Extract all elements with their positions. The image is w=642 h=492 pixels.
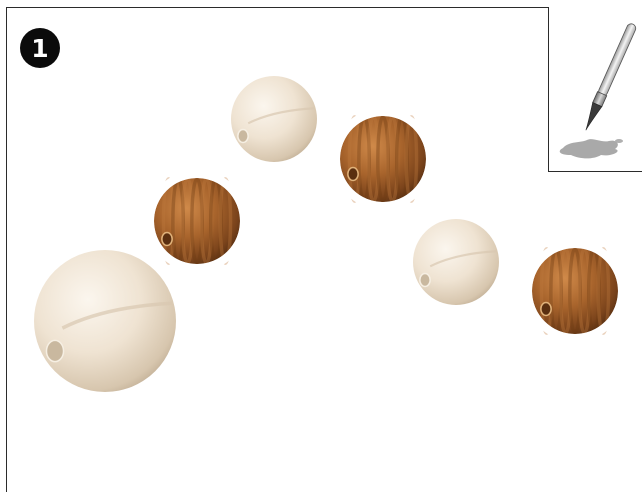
bead-unpainted	[410, 216, 502, 308]
bead-stained	[529, 245, 621, 337]
paintbrush-icon	[559, 23, 637, 159]
instruction-panel	[6, 7, 642, 492]
bead-stained	[337, 113, 429, 205]
step-number: 1	[31, 33, 49, 63]
bead-unpainted	[228, 73, 320, 165]
tool-inset	[548, 7, 642, 172]
bead-unpainted	[31, 247, 179, 395]
step-number-badge: 1	[20, 28, 60, 68]
bead-stained	[151, 175, 243, 267]
